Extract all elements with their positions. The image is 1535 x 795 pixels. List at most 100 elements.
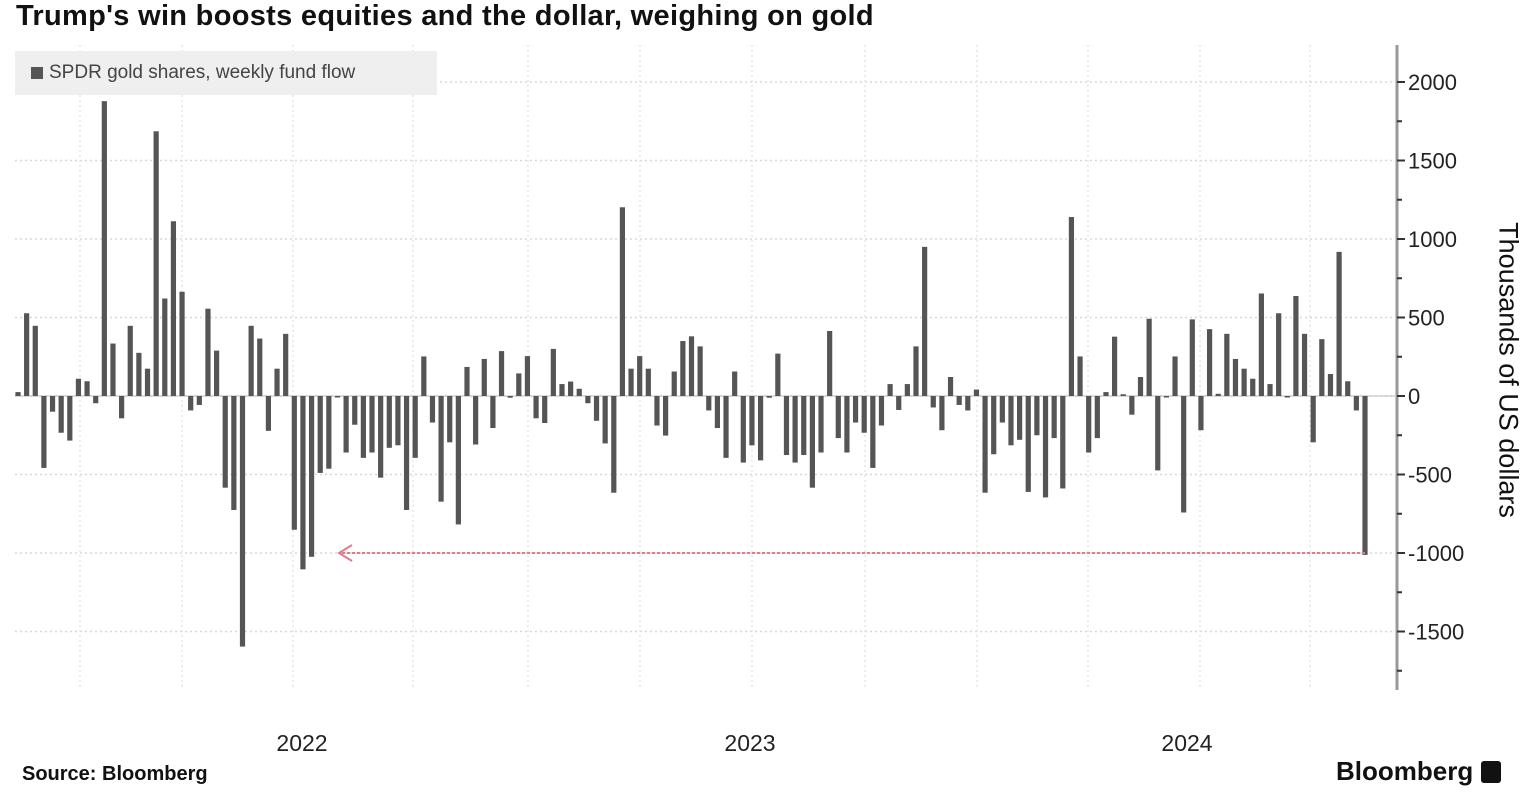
bar: [593, 396, 600, 421]
y-tick-label: 2000: [1408, 70, 1457, 95]
bar: [1284, 396, 1290, 398]
logo-text: Bloomberg: [1336, 756, 1474, 786]
bar: [308, 396, 315, 557]
bar: [498, 351, 505, 396]
legend: SPDR gold shares, weekly fund flow: [15, 51, 437, 95]
bar: [317, 396, 323, 473]
bar: [783, 396, 790, 456]
bar: [939, 396, 945, 431]
bar: [809, 396, 815, 488]
bar: [421, 356, 427, 396]
bar: [179, 291, 185, 396]
bar: [680, 341, 686, 396]
bar: [378, 396, 384, 478]
bar: [32, 325, 38, 396]
arrow-head-icon: [337, 544, 353, 562]
bar: [213, 350, 220, 396]
bar: [386, 396, 392, 448]
bar: [930, 396, 936, 408]
bar: [714, 396, 721, 429]
bar: [1336, 251, 1342, 396]
bar: [1163, 396, 1170, 398]
bar: [412, 396, 418, 458]
bar: [1276, 313, 1282, 396]
y-axis: 2000 1500 1000 500 0 -500 -1000 -1500: [1395, 45, 1464, 690]
bar: [455, 396, 461, 525]
bar: [248, 325, 254, 396]
bar: [1319, 339, 1325, 396]
bar: [1232, 358, 1239, 396]
bar: [637, 356, 643, 396]
chart-title: Trump's win boosts equities and the doll…: [16, 0, 874, 32]
bar: [887, 384, 893, 396]
bar: [343, 396, 349, 453]
bar: [274, 368, 280, 396]
bar: [1345, 381, 1351, 396]
x-tick-label: 2023: [724, 730, 775, 756]
bar: [1129, 396, 1135, 415]
bar: [1198, 396, 1204, 431]
bar: [1258, 293, 1264, 396]
bar: [792, 396, 798, 463]
bar: [732, 371, 738, 396]
bar: [628, 368, 634, 396]
bar: [257, 338, 263, 396]
bar: [1310, 396, 1316, 443]
legend-label: SPDR gold shares, weekly fund flow: [49, 62, 356, 83]
bar: [904, 384, 910, 396]
bar: [757, 396, 764, 461]
bar: [1042, 396, 1049, 498]
bar: [1025, 396, 1031, 492]
bar: [75, 378, 82, 396]
bar: [827, 331, 833, 396]
bar: [352, 396, 358, 425]
bar: [127, 325, 133, 396]
bar: [585, 396, 591, 404]
bar: [852, 396, 859, 423]
y-tick-label: 0: [1408, 384, 1420, 409]
bar: [395, 396, 401, 446]
bar: [602, 396, 608, 444]
bar: [231, 396, 237, 510]
bar: [671, 371, 677, 396]
bar: [84, 381, 90, 396]
bar: [110, 343, 116, 396]
bar: [611, 396, 617, 493]
bar: [801, 396, 807, 456]
bar: [1301, 333, 1308, 396]
bar: [265, 396, 272, 431]
bar: [568, 381, 574, 396]
bar: [878, 396, 885, 426]
y-tick-label: 500: [1408, 306, 1445, 331]
bar: [300, 396, 306, 570]
bar: [1362, 396, 1368, 555]
x-tick-label: 2022: [276, 730, 327, 756]
bar: [982, 396, 988, 493]
bar: [1353, 396, 1359, 411]
bar: [196, 396, 202, 405]
bar: [429, 396, 436, 423]
bar: [516, 373, 522, 396]
bar: [775, 353, 781, 396]
bar: [403, 396, 410, 510]
source-note: Source: Bloomberg: [22, 763, 208, 785]
bar: [119, 396, 125, 419]
bar: [913, 346, 919, 396]
bar: [922, 246, 928, 396]
bar: [1146, 318, 1152, 396]
annotation-arrow: [337, 544, 1365, 562]
bar: [188, 396, 194, 411]
bar: [550, 348, 556, 396]
y-tick-label: -500: [1408, 463, 1452, 488]
bar: [861, 396, 867, 433]
bar: [956, 396, 962, 405]
bar: [93, 396, 99, 404]
bar: [170, 221, 177, 396]
bar: [239, 396, 246, 647]
y-tick-label: -1500: [1408, 620, 1464, 645]
bar: [41, 396, 47, 468]
bar: [740, 396, 746, 463]
bar: [844, 396, 850, 453]
bar: [438, 396, 444, 502]
